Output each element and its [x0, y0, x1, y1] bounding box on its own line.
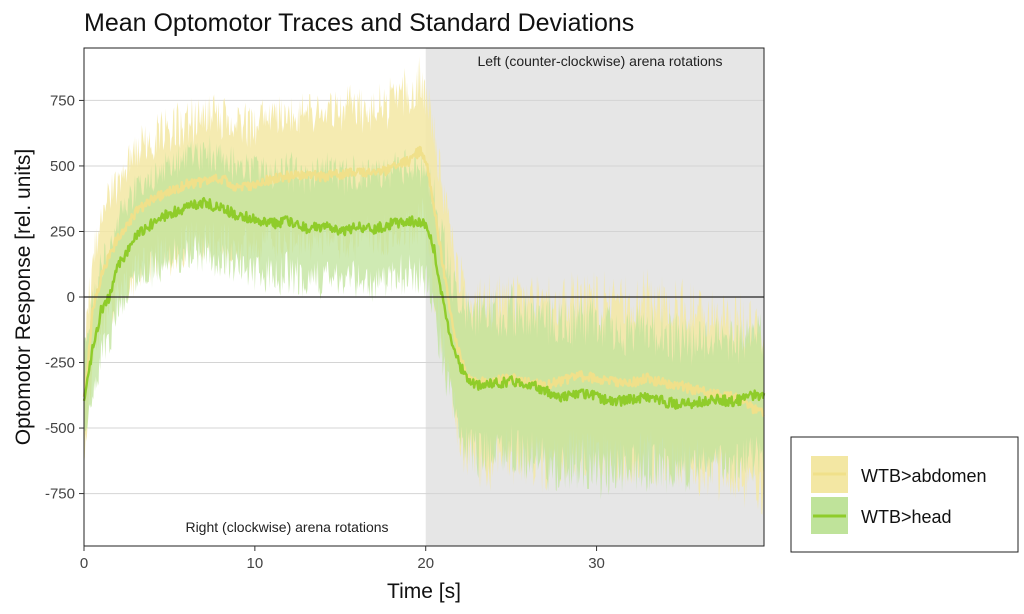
legend: WTB>abdomen WTB>head: [790, 436, 1019, 553]
sd-band-head: [84, 134, 764, 500]
y-tick-label: -250: [45, 355, 75, 372]
y-tick-label: 750: [50, 92, 75, 109]
y-tick-label: 250: [50, 223, 75, 240]
mean-line-head: [82, 197, 766, 410]
annotation-right-rotations: Right (clockwise) arena rotations: [185, 519, 388, 535]
legend-label-head: WTB>head: [861, 507, 952, 527]
x-tick-label: 30: [588, 555, 605, 572]
y-tick-label: 500: [50, 158, 75, 175]
annotation-left-rotations: Left (counter-clockwise) arena rotations: [477, 53, 722, 69]
legend-label-abdomen: WTB>abdomen: [861, 466, 987, 486]
y-tick-label: -750: [45, 486, 75, 503]
mean-line-abdomen: [82, 145, 765, 417]
x-axis-label: Time [s]: [387, 580, 461, 603]
x-tick-label: 10: [247, 555, 264, 572]
x-tick-label: 20: [417, 555, 434, 572]
x-tick-label: 0: [80, 555, 88, 572]
legend-box: [790, 436, 1019, 553]
y-axis-label: Optomotor Response [rel. units]: [12, 149, 35, 445]
y-tick-label: 0: [67, 289, 75, 306]
chart-title: Mean Optomotor Traces and Standard Devia…: [84, 9, 634, 37]
y-tick-label: -500: [45, 420, 75, 437]
